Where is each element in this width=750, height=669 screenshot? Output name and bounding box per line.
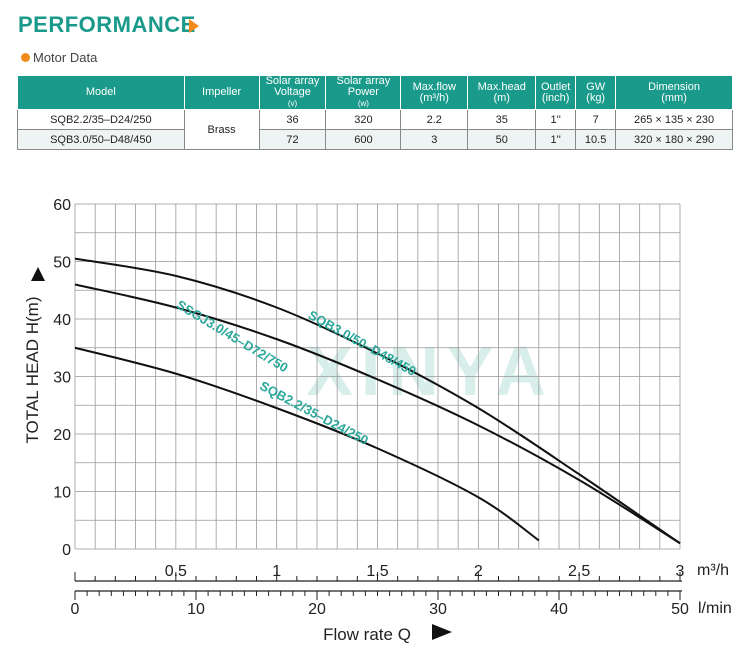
x-tick-label-lpm: 0	[71, 601, 80, 618]
col-header-power: Solar array Power (w)	[325, 75, 402, 110]
x-axis-label: Flow rate Q	[323, 625, 411, 644]
cell-model: SQB3.0/50–D48/450	[17, 129, 185, 150]
title-arrow-icon	[189, 19, 199, 33]
y-tick-label: 10	[53, 485, 71, 502]
cell-dimension: 320 × 180 × 290	[615, 129, 733, 150]
x-tick-label-m3h: 1.5	[366, 563, 388, 580]
motor-data-table: Model Impeller Solar array Voltage (v) Sol…	[17, 75, 733, 150]
cell-flow: 3	[400, 129, 469, 150]
table-row: SQB3.0/50–D48/450 72 600 3 50 1'' 10.5 3…	[17, 129, 733, 150]
watermark-text: XINYA	[306, 332, 554, 410]
x-tick-label-lpm: 30	[429, 601, 447, 618]
col-header-voltage: Solar array Voltage (v)	[258, 75, 327, 110]
cell-power: 320	[325, 109, 402, 130]
chart-grid	[74, 203, 681, 550]
x-axis-arrow-icon	[432, 624, 452, 640]
series-line-3	[74, 346, 540, 542]
x-tick-label-lpm: 50	[671, 601, 689, 618]
x-unit-top: m³/h	[697, 562, 729, 579]
cell-power: 600	[325, 129, 402, 150]
x-tick-label-lpm: 10	[187, 601, 205, 618]
x-tick-label-m3h: 2.5	[568, 563, 590, 580]
col-header-outlet: Outlet (inch)	[535, 75, 577, 110]
cell-voltage: 72	[258, 129, 327, 150]
y-tick-label: 50	[53, 255, 71, 272]
cell-impeller: Brass	[183, 109, 260, 150]
col-header-dimension: Dimension (mm)	[615, 75, 733, 110]
watermark-logo: XINYA	[306, 332, 554, 410]
cell-model: SQB2.2/35–D24/250	[17, 109, 185, 130]
cell-voltage: 36	[258, 109, 327, 130]
cell-gw: 10.5	[575, 129, 617, 150]
section-subtitle: Motor Data	[33, 50, 98, 65]
x-tick-label-m3h: 1	[272, 563, 281, 580]
y-tick-label: 60	[53, 197, 71, 214]
x-tick-label-lpm: 20	[308, 601, 326, 618]
section-bullet-icon	[21, 53, 30, 62]
table-row: SQB2.2/35–D24/250 Brass 36 320 2.2 35 1'…	[17, 109, 733, 150]
col-header-maxhead: Max.head (m)	[467, 75, 537, 110]
cell-outlet: 1''	[535, 109, 577, 130]
x-tick-label-m3h: 0.5	[165, 563, 187, 580]
col-header-gw: GW (kg)	[575, 75, 617, 110]
y-tick-label: 40	[53, 312, 71, 329]
y-tick-label: 30	[53, 370, 71, 387]
cell-outlet: 1''	[535, 129, 577, 150]
col-header-impeller: Impeller	[183, 75, 260, 110]
cell-head: 50	[467, 129, 537, 150]
x-tick-label-lpm: 40	[550, 601, 568, 618]
table-header-row: Model Impeller Solar array Voltage (v) Sol…	[17, 75, 733, 110]
cell-head: 35	[467, 109, 537, 130]
series-line-2	[74, 283, 681, 545]
series-label-2: SSGJ3.0/45–D72/750	[174, 297, 291, 375]
cell-flow: 2.2	[400, 109, 469, 130]
cell-dimension: 265 × 135 × 230	[615, 109, 733, 130]
y-tick-label: 0	[62, 542, 71, 559]
x-tick-label-m3h: 3	[676, 563, 685, 580]
y-tick-label: 20	[53, 427, 71, 444]
x-unit-bottom: l/min	[698, 600, 732, 617]
cell-gw: 7	[575, 109, 617, 130]
series-line-1	[74, 257, 681, 545]
y-axis-arrow-icon	[31, 267, 45, 281]
chart-curves	[74, 257, 681, 545]
y-axis-label: TOTAL HEAD H(m)	[23, 296, 42, 443]
col-header-maxflow: Max.flow (m³/h)	[400, 75, 469, 110]
col-header-model: Model	[17, 75, 185, 110]
x-tick-label-m3h: 2	[474, 563, 483, 580]
page-title: PERFORMANCE	[18, 12, 196, 37]
